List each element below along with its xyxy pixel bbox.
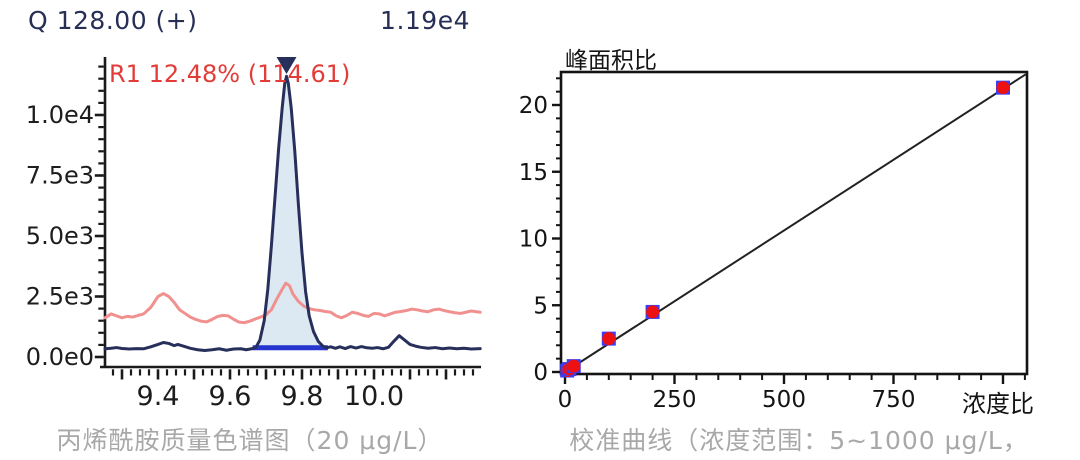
max-intensity-label: 1.19e4	[380, 6, 470, 35]
calibration-point-dot	[646, 305, 660, 319]
quantifier-trace	[103, 74, 482, 352]
svg-text:0.0e0: 0.0e0	[26, 343, 94, 371]
calibration-fit-line	[564, 73, 1027, 373]
svg-text:500: 500	[762, 387, 806, 413]
chromatogram-axes: 0.0e0 2.5e3 5.0e3 7.5e3 1.0e4 9.4 9.6 9.8 10.0	[26, 57, 481, 412]
svg-text:9.8: 9.8	[281, 381, 324, 412]
svg-text:0: 0	[558, 387, 573, 413]
svg-text:15: 15	[520, 160, 548, 186]
qualifier-trace	[103, 281, 482, 325]
calibration-point-dot	[567, 359, 581, 373]
calibration-axes: 0 5 10 15 20 0 250 500 750	[520, 70, 1029, 413]
calibration-y-axis-title: 峰面积比	[565, 48, 657, 74]
peak-area-fill	[252, 76, 328, 348]
svg-text:20: 20	[520, 93, 548, 119]
calibration-caption: 校准曲线（浓度范围：5~1000 μg/L，r>0.999）	[569, 426, 1029, 455]
svg-text:9.6: 9.6	[209, 381, 252, 412]
svg-text:2.5e3: 2.5e3	[26, 283, 94, 311]
svg-text:7.5e3: 7.5e3	[26, 162, 94, 190]
svg-text:5: 5	[533, 293, 548, 319]
svg-text:750: 750	[872, 387, 916, 413]
svg-text:10: 10	[520, 227, 548, 253]
calibration-plot: 0 5 10 15 20 0 250 500 750	[520, 70, 1029, 413]
calibration-points	[560, 80, 1010, 378]
svg-text:1.0e4: 1.0e4	[26, 101, 94, 129]
svg-text:0: 0	[533, 360, 548, 386]
svg-text:10.0: 10.0	[344, 381, 404, 412]
channel-label: Q 128.00 (+)	[28, 6, 198, 35]
chromatogram-caption: 丙烯酰胺质量色谱图（20 μg/L）	[56, 426, 444, 455]
calibration-point-dot	[602, 332, 616, 346]
peak-apex-marker-icon	[276, 57, 297, 74]
calibration-point-dot	[996, 81, 1010, 95]
svg-text:5.0e3: 5.0e3	[26, 222, 94, 250]
svg-text:250: 250	[653, 387, 697, 413]
chromatogram-plot: 0.0e0 2.5e3 5.0e3 7.5e3 1.0e4 9.4 9.6 9.8 10.0	[26, 57, 482, 412]
svg-text:9.4: 9.4	[137, 381, 180, 412]
peak-annotation: R1 12.48% (114.61)	[109, 60, 351, 88]
calibration-x-axis-title: 浓度比	[962, 390, 1034, 418]
